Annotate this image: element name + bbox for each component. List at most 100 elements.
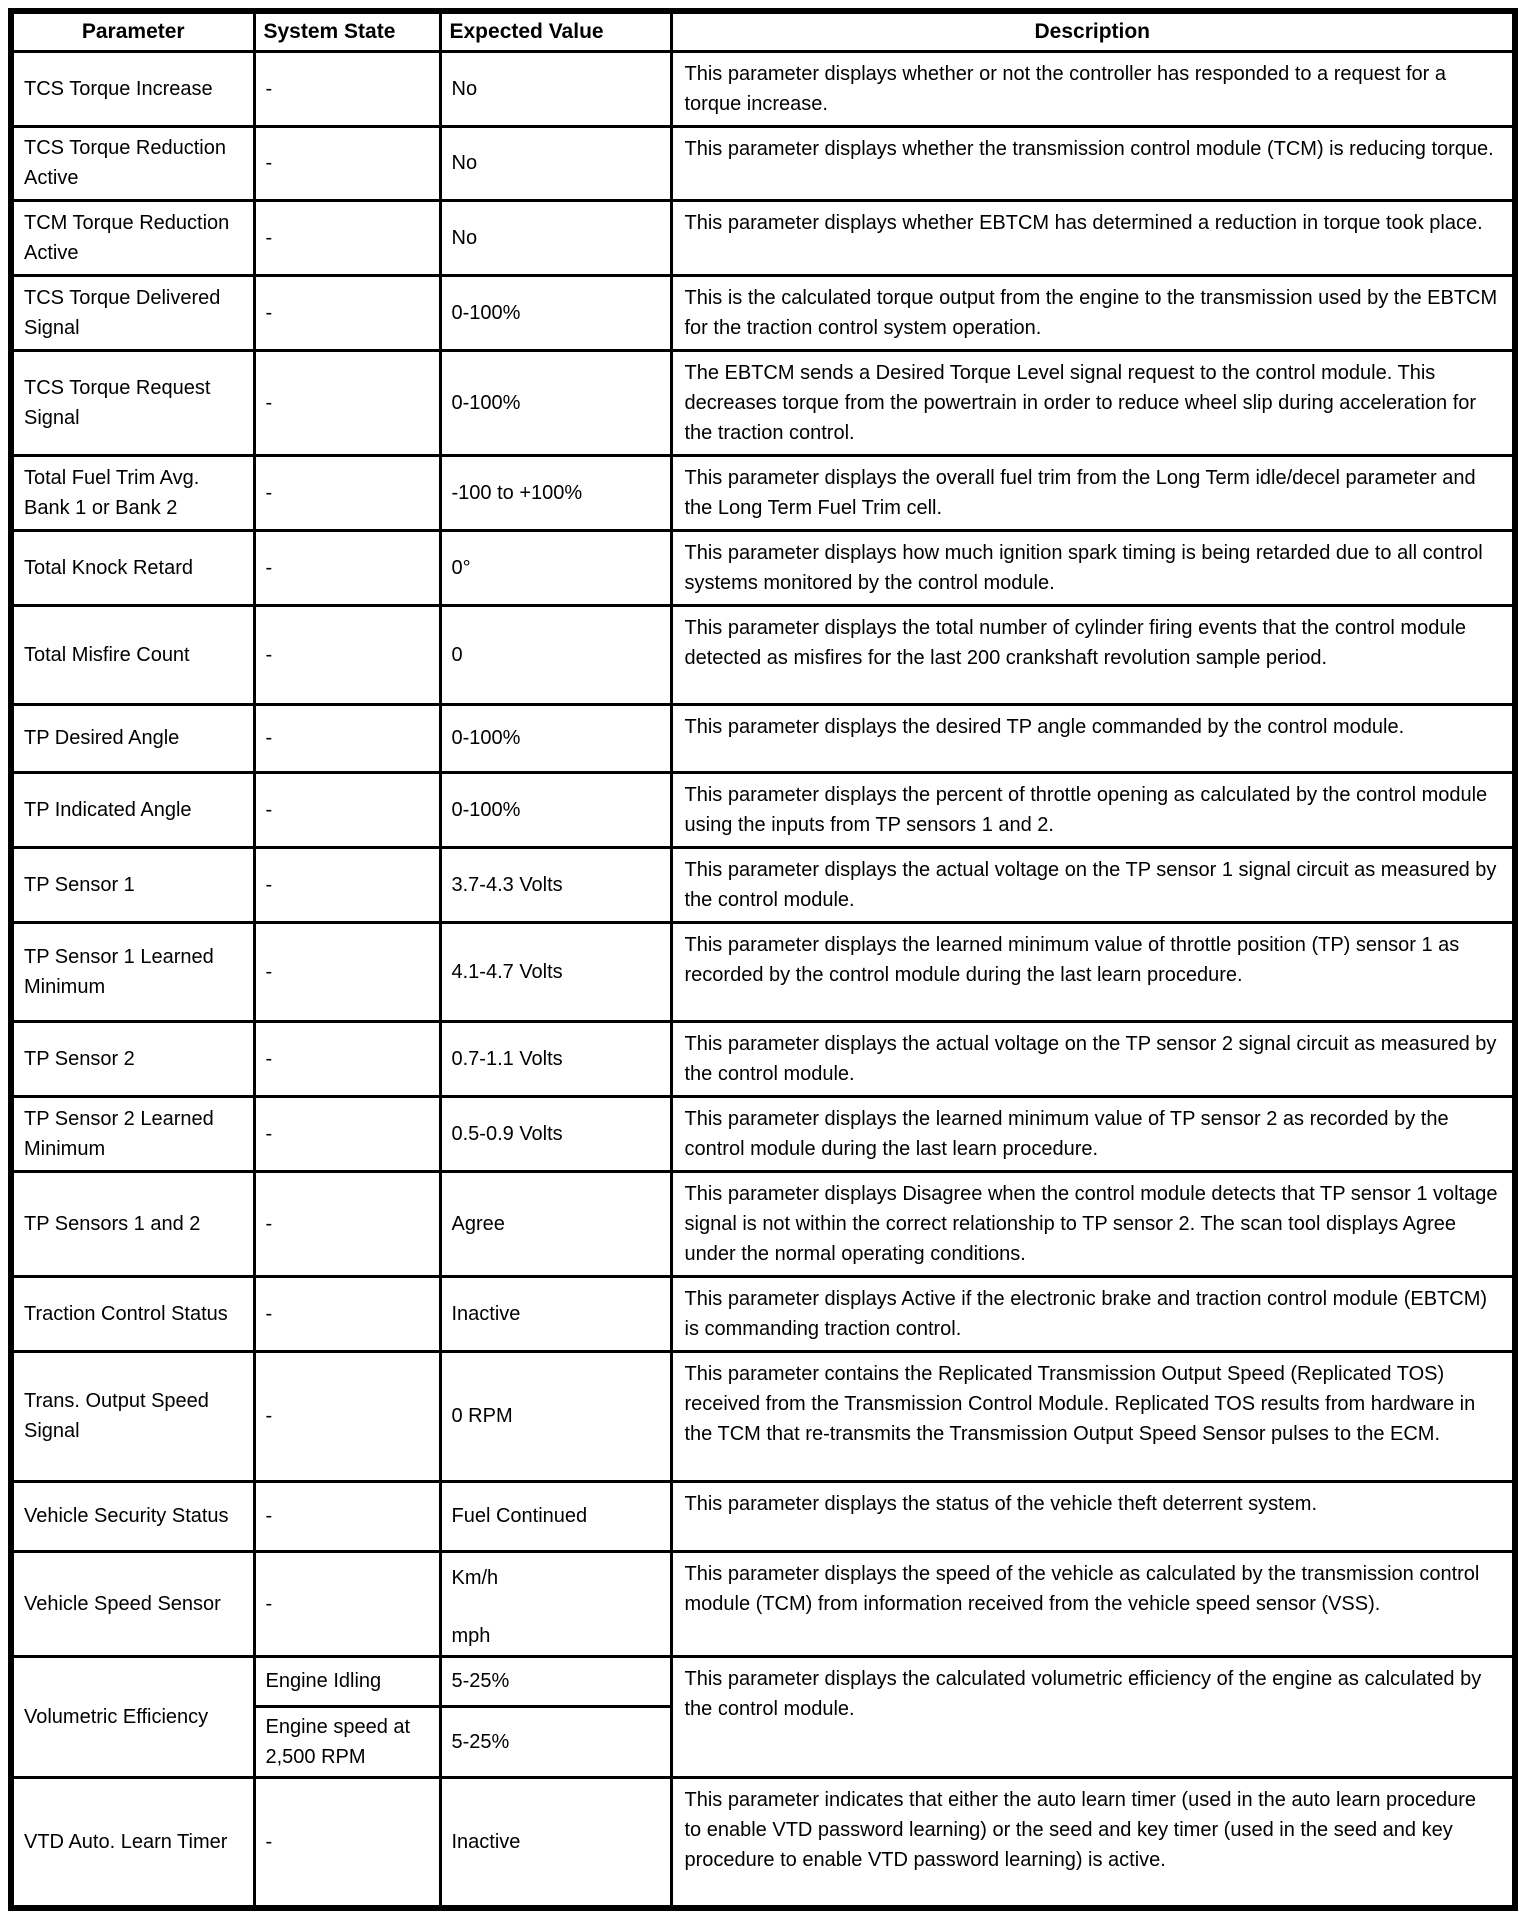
desc-cell: This parameter displays Active if the el… — [669, 1274, 1517, 1353]
param-cell: TCM Torque Reduction Active — [9, 198, 256, 277]
value-cell: Fuel Continued — [438, 1479, 673, 1553]
desc-cell: This is the calculated torque output fro… — [669, 273, 1517, 352]
table-row: TP Desired Angle -0-100% This parameter di… — [9, 702, 1517, 774]
param-cell: TP Sensor 1 — [9, 845, 256, 924]
column-header-expected-value: Expected Value — [438, 9, 673, 53]
state-cell: - — [252, 702, 442, 774]
parameters-table: Parameter System State Expected Value De… — [8, 8, 1518, 1911]
value-cell: No — [438, 124, 673, 202]
value-cell: 0 RPM — [438, 1349, 673, 1483]
state-cell: - — [252, 845, 442, 924]
param-cell: Volumetric Efficiency — [9, 1654, 256, 1779]
desc-cell: This parameter displays the desired TP a… — [669, 702, 1517, 774]
state-cell: - — [252, 1479, 442, 1553]
desc-cell: This parameter displays the actual volta… — [669, 845, 1517, 924]
value-cell: 0.7-1.1 Volts — [438, 1019, 673, 1098]
desc-cell: This parameter displays the percent of t… — [669, 770, 1517, 849]
state-cell: - — [252, 1019, 442, 1098]
table-row: TCS Torque Increase - No This parameter dis… — [9, 49, 1517, 128]
state-cell: - — [252, 348, 442, 457]
state-cell: - — [252, 1349, 442, 1483]
desc-cell: This parameter displays the learned mini… — [669, 1094, 1517, 1173]
state-cell: - — [252, 1775, 442, 1910]
desc-cell: This parameter displays the calculated v… — [669, 1654, 1517, 1779]
table-row: TCM Torque Reduction Active - No This param… — [9, 198, 1517, 277]
param-cell: TCS Torque Request Signal — [9, 348, 256, 457]
desc-cell: This parameter displays how much ignitio… — [669, 528, 1517, 607]
value-cell: 0-100% — [438, 348, 673, 457]
desc-cell: This parameter displays the status of th… — [669, 1479, 1517, 1553]
desc-cell: This parameter displays whether the tran… — [669, 124, 1517, 202]
value-cell: 5-25% — [438, 1654, 673, 1708]
table-row: TP Sensor 2-0.7-1.1 Volts This parameter … — [9, 1019, 1517, 1098]
value-cell: 4.1-4.7 Volts — [438, 920, 673, 1023]
state-cell: - — [252, 603, 442, 706]
table-row: Trans. Output Speed Signal -0 RPM This par… — [9, 1349, 1517, 1483]
state-cell: - — [252, 1094, 442, 1173]
table-row: Total Knock Retard -0° This parameter disp… — [9, 528, 1517, 607]
desc-cell: This parameter displays Disagree when th… — [669, 1169, 1517, 1278]
state-cell: - — [252, 528, 442, 607]
state-cell: - — [252, 1549, 442, 1658]
table-row: Vehicle Speed Sensor - Km/h mph This paramet… — [9, 1549, 1517, 1658]
param-cell: TCS Torque Reduction Active — [9, 124, 256, 202]
state-cell: - — [252, 124, 442, 202]
table-row: TP Sensor 1-3.7-4.3 Volts This parameter … — [9, 845, 1517, 924]
table-row: TP Sensor 2 Learned Minimum -0.5-0.9 Volt… — [9, 1094, 1517, 1173]
table-row: Total Misfire Count -0 This parameter disp… — [9, 603, 1517, 706]
state-cell: Engine Idling — [252, 1654, 442, 1708]
desc-cell: This parameter displays the total number… — [669, 603, 1517, 706]
param-cell: Vehicle Security Status — [9, 1479, 256, 1553]
param-cell: Total Knock Retard — [9, 528, 256, 607]
state-cell: - — [252, 198, 442, 277]
param-cell: TP Indicated Angle — [9, 770, 256, 849]
desc-cell: This parameter displays the speed of the… — [669, 1549, 1517, 1658]
state-cell: - — [252, 1274, 442, 1353]
column-header-description: Description — [669, 9, 1517, 53]
value-cell: -100 to +100% — [438, 453, 673, 532]
value-cell: 0-100% — [438, 273, 673, 352]
table-body: TCS Torque Increase - No This parameter dis… — [9, 49, 1517, 1910]
table-row: TP Indicated Angle -0-100% This parameter … — [9, 770, 1517, 849]
param-cell: TP Sensor 2 — [9, 1019, 256, 1098]
value-cell: 0-100% — [438, 770, 673, 849]
state-cell: Engine speed at 2,500 RPM — [252, 1704, 442, 1779]
desc-cell: This parameter contains the Replicated T… — [669, 1349, 1517, 1483]
desc-cell: This parameter displays the learned mini… — [669, 920, 1517, 1023]
header-row: Parameter System State Expected Value De… — [9, 9, 1517, 53]
value-cell: 0-100% — [438, 702, 673, 774]
table-row: Traction Control Status - Inactive This par… — [9, 1274, 1517, 1353]
table-row: Vehicle Security Status - Fuel Continued Th… — [9, 1479, 1517, 1553]
value-cell: Inactive — [438, 1775, 673, 1910]
param-cell: Total Fuel Trim Avg. Bank 1 or Bank 2 — [9, 453, 256, 532]
value-line: Km/h — [451, 1566, 499, 1589]
table-row: TCS Torque Request Signal -0-100% The EBTC… — [9, 348, 1517, 457]
param-cell: TP Sensor 2 Learned Minimum — [9, 1094, 256, 1173]
desc-cell: This parameter displays whether EBTCM ha… — [669, 198, 1517, 277]
desc-cell: The EBTCM sends a Desired Torque Level s… — [669, 348, 1517, 457]
desc-cell: This parameter displays whether or not t… — [669, 49, 1517, 128]
column-header-system-state: System State — [252, 9, 442, 53]
value-cell: No — [438, 49, 673, 128]
param-cell: Trans. Output Speed Signal — [9, 1349, 256, 1483]
param-cell: VTD Auto. Learn Timer — [9, 1775, 256, 1910]
value-cell: Agree — [438, 1169, 673, 1278]
value-cell: No — [438, 198, 673, 277]
param-cell: Vehicle Speed Sensor — [9, 1549, 256, 1658]
table-row: TCS Torque Reduction Active - No This param… — [9, 124, 1517, 202]
table-row: Total Fuel Trim Avg. Bank 1 or Bank 2- -1… — [9, 453, 1517, 532]
state-cell: - — [252, 1169, 442, 1278]
state-cell: - — [252, 49, 442, 128]
param-cell: TP Desired Angle — [9, 702, 256, 774]
param-cell: TP Sensor 1 Learned Minimum — [9, 920, 256, 1023]
table-row: TP Sensors 1 and 2- Agree This parameter d… — [9, 1169, 1517, 1278]
param-cell: Total Misfire Count — [9, 603, 256, 706]
value-cell: Inactive — [438, 1274, 673, 1353]
value-cell: 0 — [438, 603, 673, 706]
param-cell: TCS Torque Delivered Signal — [9, 273, 256, 352]
param-cell: Traction Control Status — [9, 1274, 256, 1353]
value-cell: 0.5-0.9 Volts — [438, 1094, 673, 1173]
desc-cell: This parameter indicates that either the… — [669, 1775, 1517, 1910]
table-row: Volumetric Efficiency Engine Idling 5-25% T… — [9, 1654, 1517, 1779]
